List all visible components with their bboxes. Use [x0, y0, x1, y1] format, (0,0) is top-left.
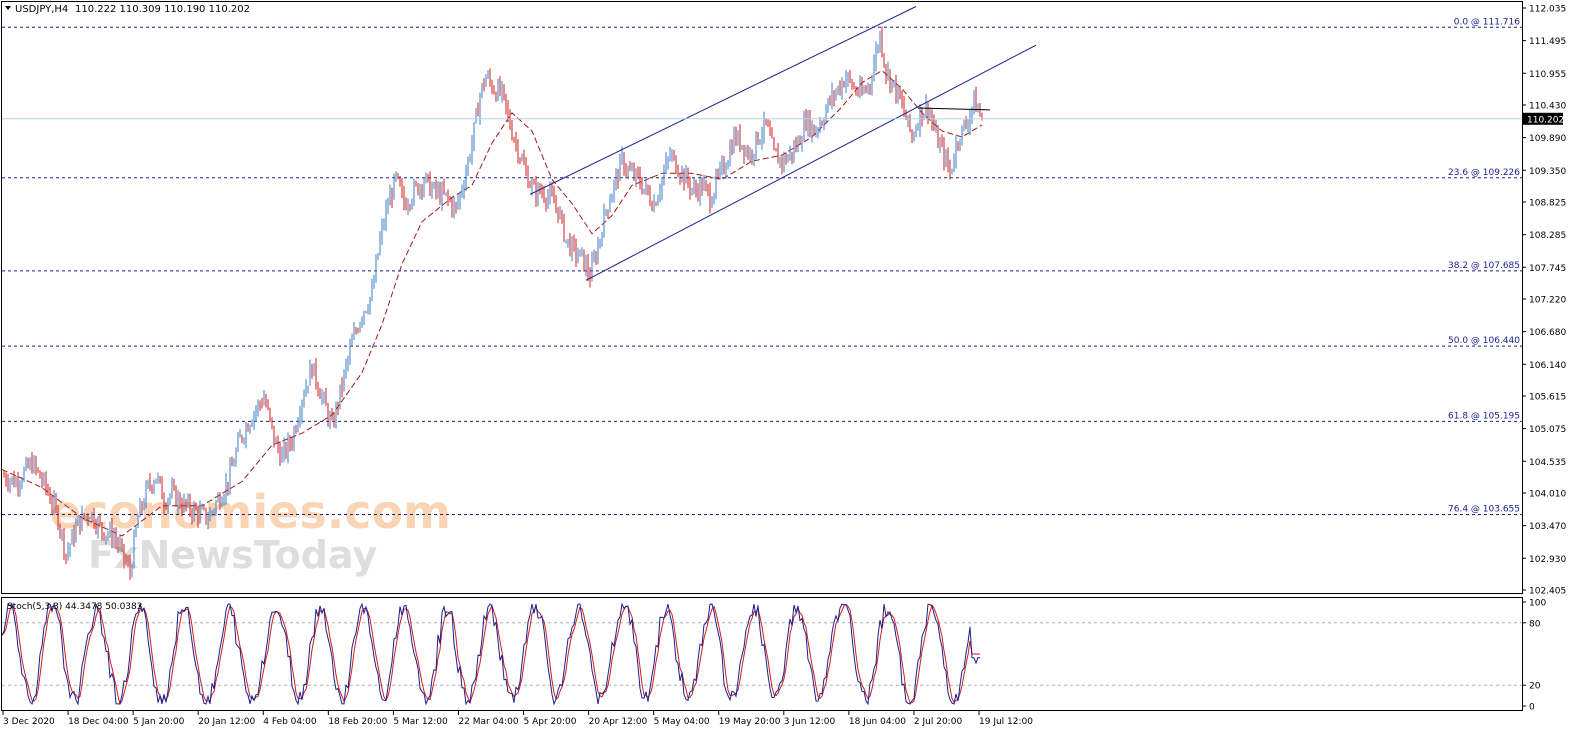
stoch-tick-label: 100 — [1529, 599, 1546, 609]
symbol-label: USDJPY,H4 — [15, 4, 68, 15]
time-tick-label: 3 Jun 12:00 — [784, 717, 836, 727]
stochastic-oscillator: 100 80 20 0 — [1, 599, 1546, 713]
time-tick-label: 2 Jul 20:00 — [914, 717, 963, 727]
collapse-triangle-icon[interactable] — [5, 6, 11, 10]
ohlc-label: 110.222 110.309 110.190 110.202 — [75, 4, 250, 15]
price-tick-label: 110.955 — [1529, 70, 1566, 80]
price-tick-label: 110.430 — [1529, 102, 1566, 112]
price-tick-label: 109.890 — [1529, 134, 1566, 144]
current-price-value: 110.202 — [1527, 115, 1564, 125]
channel-line — [585, 44, 1037, 281]
candlesticks — [3, 26, 983, 580]
trendlines — [529, 6, 1037, 281]
stoch-tick-label: 0 — [1529, 703, 1535, 713]
channel-line — [529, 6, 917, 195]
price-tick-label: 106.140 — [1529, 361, 1566, 371]
time-tick-label: 19 May 20:00 — [719, 717, 781, 727]
price-tick-label: 111.495 — [1529, 37, 1566, 47]
price-tick-label: 102.930 — [1529, 555, 1566, 565]
price-tick-label: 103.470 — [1529, 522, 1566, 532]
fib-level-label: 50.0 @ 106.440 — [1448, 336, 1520, 346]
time-tick-label: 22 Mar 04:00 — [458, 717, 518, 727]
main-plot-frame — [1, 1, 1523, 594]
price-axis: 112.035 111.495 110.955 110.430 109.890 109.3… — [1522, 5, 1566, 597]
watermark-fxnewstoday: FxNewsToday — [88, 533, 377, 577]
price-tick-label: 107.745 — [1529, 264, 1566, 274]
time-tick-label: 18 Dec 04:00 — [68, 717, 129, 727]
fib-level-label: 23.6 @ 109.226 — [1448, 168, 1520, 178]
time-tick-label: 5 Jan 20:00 — [133, 717, 185, 727]
fib-level-label: 0.0 @ 111.716 — [1454, 17, 1521, 27]
time-tick-label: 5 May 04:00 — [654, 717, 710, 727]
price-tick-label: 105.075 — [1529, 425, 1566, 435]
fib-level-label: 76.4 @ 103.655 — [1448, 504, 1520, 514]
moving-average — [1, 69, 983, 537]
time-tick-label: 18 Feb 20:00 — [328, 717, 387, 727]
price-tick-label: 102.405 — [1529, 587, 1566, 597]
price-tick-label: 104.535 — [1529, 458, 1566, 468]
time-tick-label: 19 Jul 12:00 — [979, 717, 1033, 727]
resistance-line — [917, 107, 991, 111]
stoch-tick-label: 80 — [1529, 619, 1541, 629]
time-axis: 3 Dec 2020 18 Dec 04:00 5 Jan 20:00 20 Jan … — [2, 711, 1033, 727]
fib-level-label: 61.8 @ 105.195 — [1448, 411, 1520, 421]
stoch-plot-frame — [1, 597, 1523, 711]
time-tick-label: 20 Apr 12:00 — [589, 717, 648, 727]
watermark-economies: economies.com — [50, 485, 451, 539]
moving-average-line — [1, 69, 983, 537]
price-tick-label: 106.680 — [1529, 328, 1566, 338]
time-tick-label: 20 Jan 12:00 — [198, 717, 255, 727]
price-tick-label: 112.035 — [1529, 5, 1566, 15]
price-tick-label: 105.615 — [1529, 393, 1566, 403]
price-tick-label: 104.010 — [1529, 490, 1566, 500]
current-price-tag — [1523, 112, 1563, 125]
fibonacci-levels: 0.0 @ 111.716 23.6 @ 109.226 38.2 @ 107.68… — [2, 17, 1522, 515]
fib-level-label: 38.2 @ 107.685 — [1448, 261, 1520, 271]
time-tick-label: 5 Mar 12:00 — [393, 717, 448, 727]
time-tick-label: 5 Apr 20:00 — [524, 717, 577, 727]
time-tick-label: 3 Dec 2020 — [3, 717, 55, 727]
price-tick-label: 108.825 — [1529, 199, 1566, 209]
time-tick-label: 4 Feb 04:00 — [263, 717, 317, 727]
price-tick-label: 107.220 — [1529, 296, 1566, 306]
stoch-title: Stoch(5,3,3) 44.3478 50.0383 — [7, 602, 142, 612]
price-tick-label: 108.285 — [1529, 231, 1566, 241]
stoch-tick-label: 20 — [1529, 682, 1541, 692]
stoch-main-line — [1, 602, 981, 706]
price-tick-label: 109.350 — [1529, 167, 1566, 177]
time-tick-label: 18 Jun 04:00 — [849, 717, 906, 727]
